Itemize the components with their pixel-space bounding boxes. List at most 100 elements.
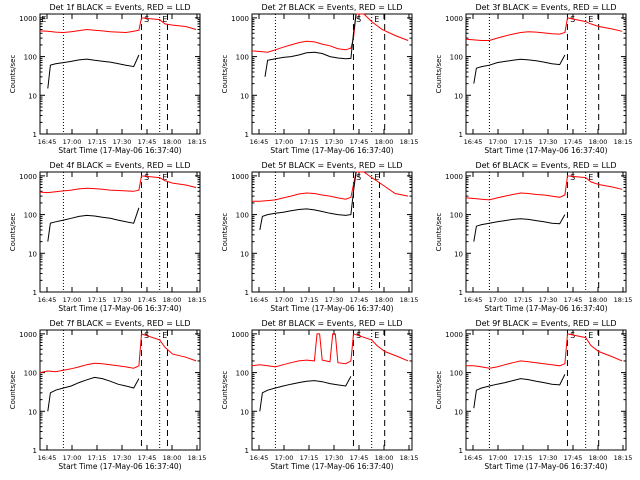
x-tick-label: 18:00 bbox=[375, 138, 394, 146]
y-tick-label: 100 bbox=[450, 54, 463, 62]
x-tick-label: 18:15 bbox=[188, 454, 207, 462]
x-tick-label: 17:00 bbox=[489, 296, 508, 304]
x-tick-label: 17:45 bbox=[564, 138, 583, 146]
x-tick-label: 16:45 bbox=[38, 138, 57, 146]
lld-series-line bbox=[39, 333, 197, 374]
lld-series-line bbox=[39, 17, 197, 34]
x-axis-label: Start Time (17-May-06 16:37:40) bbox=[270, 462, 393, 471]
y-tick-label: 1000 bbox=[231, 15, 249, 23]
events-series-line bbox=[473, 374, 566, 409]
x-axis-label: Start Time (17-May-06 16:37:40) bbox=[58, 146, 181, 155]
x-tick-label: 17:15 bbox=[300, 296, 319, 304]
lld-series-line bbox=[251, 13, 409, 53]
panel-title: Det 8f BLACK = Events, RED = LLD bbox=[261, 319, 402, 328]
panel-det-9: Det 9f BLACK = Events, RED = LLD 1 10 100 10… bbox=[435, 319, 632, 471]
flag-label: E bbox=[162, 173, 167, 182]
flag-label: S bbox=[570, 15, 575, 24]
lld-series-line bbox=[465, 175, 623, 201]
x-tick-label: 16:45 bbox=[464, 138, 483, 146]
lld-series-line bbox=[466, 333, 623, 369]
x-tick-label: 17:00 bbox=[275, 296, 294, 304]
x-tick-label: 16:45 bbox=[250, 138, 269, 146]
panel-det-2: Det 2f BLACK = Events, RED = LLD 1 10 100 10… bbox=[221, 3, 418, 155]
y-axis-label: Counts/sec bbox=[221, 371, 229, 410]
x-tick-label: 18:15 bbox=[188, 138, 207, 146]
panel-det-4: Det 4f BLACK = Events, RED = LLD 1 10 100 10… bbox=[9, 161, 206, 313]
flag-label: S bbox=[144, 173, 149, 182]
x-tick-label: 18:15 bbox=[614, 454, 633, 462]
x-tick-label: 17:30 bbox=[113, 454, 132, 462]
x-tick-label: 17:00 bbox=[489, 454, 508, 462]
y-tick-label: 10 bbox=[28, 408, 37, 416]
x-tick-label: 17:30 bbox=[325, 454, 344, 462]
x-tick-label: 18:15 bbox=[400, 296, 419, 304]
flag-label: E bbox=[588, 173, 593, 182]
y-tick-label: 100 bbox=[450, 212, 463, 220]
x-tick-label: 18:00 bbox=[589, 296, 608, 304]
x-tick-label: 16:45 bbox=[38, 296, 57, 304]
y-tick-label: 10 bbox=[240, 250, 249, 258]
y-tick-label: 100 bbox=[24, 212, 37, 220]
x-tick-label: 18:00 bbox=[163, 138, 182, 146]
y-tick-label: 100 bbox=[24, 54, 37, 62]
y-tick-label: 1 bbox=[459, 447, 463, 455]
plot-frame bbox=[39, 329, 201, 451]
plot-frame bbox=[251, 171, 413, 293]
x-tick-label: 17:45 bbox=[138, 138, 157, 146]
x-tick-label: 17:15 bbox=[514, 454, 533, 462]
y-tick-label: 1 bbox=[459, 289, 463, 297]
y-tick-label: 10 bbox=[240, 408, 249, 416]
flag-label: S bbox=[356, 15, 361, 24]
flag-label: E bbox=[588, 331, 593, 340]
y-tick-label: 1000 bbox=[19, 15, 37, 23]
flag-label: S bbox=[570, 331, 575, 340]
y-tick-label: 100 bbox=[236, 54, 249, 62]
events-series-line bbox=[47, 207, 140, 242]
x-tick-label: 17:15 bbox=[514, 296, 533, 304]
flag-label: E bbox=[374, 331, 379, 340]
panel-det-8: Det 8f BLACK = Events, RED = LLD 1 10 100 10… bbox=[221, 319, 418, 471]
y-tick-label: 1000 bbox=[445, 173, 463, 181]
x-tick-label: 17:30 bbox=[539, 138, 558, 146]
lld-series-line bbox=[465, 17, 623, 41]
events-series-line bbox=[47, 54, 140, 89]
panel-title: Det 1f BLACK = Events, RED = LLD bbox=[49, 3, 190, 12]
flag-label: E bbox=[588, 15, 593, 24]
x-tick-label: 18:15 bbox=[614, 296, 633, 304]
plot-frame bbox=[251, 329, 413, 451]
y-tick-label: 1000 bbox=[19, 331, 37, 339]
y-tick-label: 1000 bbox=[19, 173, 37, 181]
y-tick-label: 1 bbox=[33, 289, 37, 297]
y-tick-label: 1000 bbox=[445, 15, 463, 23]
y-axis-label: Counts/sec bbox=[435, 213, 443, 252]
panel-title: Det 4f BLACK = Events, RED = LLD bbox=[49, 161, 190, 170]
lld-series-line bbox=[39, 175, 197, 194]
y-tick-label: 1 bbox=[33, 447, 37, 455]
x-tick-label: 17:30 bbox=[539, 296, 558, 304]
y-tick-label: 100 bbox=[450, 370, 463, 378]
y-axis-label: Counts/sec bbox=[221, 55, 229, 94]
x-tick-label: 17:30 bbox=[325, 138, 344, 146]
x-axis-label: Start Time (17-May-06 16:37:40) bbox=[484, 304, 607, 313]
plot-frame bbox=[251, 13, 413, 135]
x-tick-label: 18:00 bbox=[163, 454, 182, 462]
x-tick-label: 18:15 bbox=[188, 296, 207, 304]
x-tick-label: 17:45 bbox=[350, 454, 369, 462]
panel-title: Det 7f BLACK = Events, RED = LLD bbox=[49, 319, 190, 328]
y-tick-label: 10 bbox=[28, 92, 37, 100]
x-tick-label: 18:15 bbox=[400, 454, 419, 462]
x-tick-label: 17:45 bbox=[138, 454, 157, 462]
lld-series-line bbox=[251, 333, 409, 368]
x-tick-label: 16:45 bbox=[464, 296, 483, 304]
x-tick-label: 17:15 bbox=[88, 138, 107, 146]
flag-label: S bbox=[570, 173, 575, 182]
panel-title: Det 5f BLACK = Events, RED = LLD bbox=[261, 161, 402, 170]
x-axis-label: Start Time (17-May-06 16:37:40) bbox=[270, 304, 393, 313]
x-tick-label: 18:00 bbox=[163, 296, 182, 304]
x-tick-label: 17:30 bbox=[113, 296, 132, 304]
x-tick-label: 17:30 bbox=[325, 296, 344, 304]
x-tick-label: 17:45 bbox=[564, 296, 583, 304]
y-tick-label: 10 bbox=[28, 250, 37, 258]
y-tick-label: 1000 bbox=[231, 331, 249, 339]
panel-det-1: Det 1f BLACK = Events, RED = LLD 1 10 100 10… bbox=[9, 3, 206, 155]
